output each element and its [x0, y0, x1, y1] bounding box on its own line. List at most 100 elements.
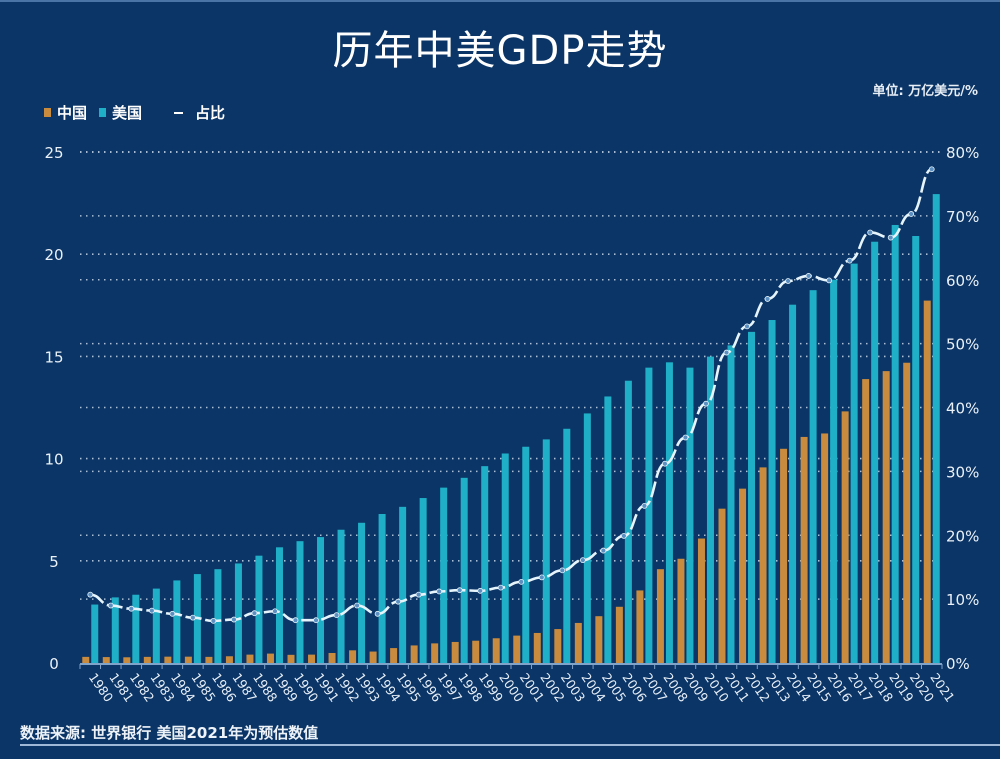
- ratio-point: [641, 502, 648, 509]
- y-tick-label-left: 25: [44, 144, 63, 162]
- bar-china: [574, 622, 582, 663]
- bar-usa: [460, 477, 468, 663]
- ratio-point: [189, 614, 196, 621]
- y-tick-label-right: 50%: [946, 336, 979, 354]
- ratio-point: [846, 257, 853, 264]
- ratio-point: [703, 400, 709, 407]
- bar-china: [780, 448, 788, 663]
- bar-usa: [440, 487, 448, 663]
- y-tick-label-right: 60%: [946, 272, 979, 290]
- y-tick-label-right: 0%: [946, 655, 970, 673]
- ratio-point: [272, 608, 278, 615]
- ratio-point: [87, 591, 94, 598]
- bar-usa: [378, 513, 386, 663]
- ratio-point: [169, 610, 176, 617]
- bar-china: [697, 538, 705, 663]
- ratio-point: [497, 584, 504, 591]
- bar-china: [677, 558, 685, 663]
- ratio-point: [928, 166, 935, 173]
- ratio-point: [231, 616, 237, 623]
- legend-swatch-china: [44, 108, 51, 117]
- bar-china: [841, 411, 849, 663]
- bar-china: [923, 300, 931, 663]
- y-tick-label-right: 10%: [946, 591, 979, 609]
- ratio-point: [107, 602, 114, 609]
- bar-usa: [296, 541, 304, 663]
- bar-china: [451, 641, 459, 663]
- legend-line-ratio: [174, 111, 184, 114]
- ratio-point: [559, 567, 566, 574]
- bar-usa: [358, 522, 366, 663]
- bar-usa: [624, 380, 632, 663]
- ratio-point: [867, 229, 874, 236]
- bar-usa: [932, 194, 940, 664]
- ratio-point: [579, 557, 586, 564]
- bar-usa: [255, 555, 263, 663]
- ratio-point: [251, 610, 258, 617]
- bar-usa: [748, 331, 756, 663]
- y-tick-label-right: 20%: [946, 527, 979, 545]
- legend-label-china: 中国: [57, 104, 88, 122]
- bar-china: [123, 657, 131, 663]
- ratio-point: [600, 547, 607, 554]
- ratio-point: [292, 617, 299, 624]
- ratio-point: [826, 277, 833, 284]
- bar-usa: [234, 563, 242, 663]
- bar-china: [246, 654, 254, 663]
- legend-item-china: 中国: [44, 102, 87, 123]
- bar-china: [862, 379, 870, 663]
- ratio-point: [908, 211, 915, 217]
- bar-usa: [583, 413, 591, 663]
- bar-china: [225, 656, 233, 663]
- bar-usa: [481, 466, 489, 663]
- bar-usa: [645, 367, 653, 663]
- ratio-point: [723, 349, 730, 356]
- y-tick-label-left: 15: [44, 348, 63, 366]
- bar-china: [410, 645, 418, 663]
- ratio-point: [436, 588, 443, 595]
- top-border: [0, 0, 1000, 2]
- bar-usa: [830, 279, 838, 663]
- unit-label: 单位: 万亿美元/%: [872, 84, 979, 99]
- bar-usa: [789, 304, 797, 663]
- ratio-point: [354, 602, 360, 609]
- bar-china: [102, 657, 110, 663]
- bar-china: [82, 656, 90, 663]
- ratio-point: [764, 296, 771, 302]
- bar-china: [205, 656, 213, 663]
- bar-china: [472, 640, 480, 663]
- bar-china: [882, 371, 890, 663]
- legend-label-usa: 美国: [112, 104, 143, 122]
- bar-usa: [727, 345, 735, 663]
- bar-china: [492, 638, 500, 663]
- bar-usa: [768, 320, 776, 663]
- bar-usa: [604, 396, 612, 663]
- bar-usa: [542, 439, 550, 663]
- bar-china: [656, 569, 664, 663]
- bar-china: [369, 651, 377, 663]
- bar-usa: [132, 594, 140, 663]
- ratio-point: [210, 617, 217, 624]
- ratio-point: [662, 460, 668, 467]
- bar-usa: [871, 241, 879, 663]
- ratio-point: [333, 612, 340, 618]
- bar-china: [903, 362, 911, 663]
- bar-china: [328, 652, 336, 663]
- ratio-point: [620, 532, 627, 539]
- ratio-point: [415, 591, 422, 598]
- bar-usa: [173, 580, 181, 663]
- bar-china: [308, 654, 316, 663]
- ratio-point: [682, 434, 689, 441]
- bar-usa: [91, 604, 99, 663]
- y-tick-label-right: 80%: [946, 144, 979, 162]
- ratio-point: [313, 617, 319, 624]
- bar-usa: [809, 290, 817, 663]
- bar-usa: [891, 224, 899, 663]
- ratio-point: [518, 578, 525, 585]
- bar-china: [533, 632, 541, 663]
- y-tick-label-left: 10: [44, 451, 63, 469]
- legend-swatch-usa: [99, 108, 107, 117]
- bar-china: [287, 654, 295, 663]
- bar-usa: [665, 362, 673, 663]
